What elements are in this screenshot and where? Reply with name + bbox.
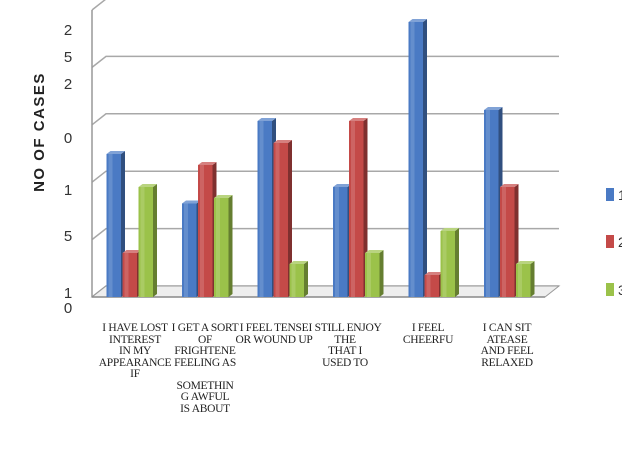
x-category-label: I HAVE LOST INTEREST IN MY APPEARANCE IF xyxy=(98,322,172,380)
bar xyxy=(408,19,427,297)
y-axis-label: NO OF CASES xyxy=(31,72,48,192)
y-tick-label: 2 xyxy=(64,76,72,93)
y-tick-label: 0 xyxy=(64,300,72,317)
bar xyxy=(440,228,459,297)
bar xyxy=(484,107,503,297)
bar xyxy=(516,261,535,297)
gridline xyxy=(91,0,106,11)
bars xyxy=(106,19,535,297)
y-tick-label: 2 xyxy=(64,22,72,39)
legend-label: 2 xyxy=(618,234,622,250)
bar xyxy=(182,200,201,297)
gridline xyxy=(91,227,559,241)
legend-swatch xyxy=(606,235,614,248)
y-tick-label: 5 xyxy=(64,228,72,245)
legend-label: 3 xyxy=(618,282,622,298)
bar xyxy=(106,151,125,297)
bar xyxy=(273,140,292,297)
legend-swatch xyxy=(606,283,614,296)
gridline xyxy=(91,113,559,126)
bar xyxy=(289,261,308,297)
x-category-label: I FEEL TENSE OR WOUND UP xyxy=(235,322,313,346)
bar xyxy=(333,184,352,297)
bar xyxy=(138,184,157,297)
x-category-label: I STILL ENJOY THE THAT I USED TO xyxy=(308,322,382,369)
x-category-label: I CAN SIT ATEASE AND FEEL RELAXED xyxy=(480,322,534,369)
y-tick-label: 1 xyxy=(64,285,72,302)
x-category-label: I FEEL CHEERFU xyxy=(402,322,454,346)
y-tick-label: 0 xyxy=(64,130,72,147)
y-tick-label: 5 xyxy=(64,49,72,66)
bar xyxy=(198,162,217,297)
bar xyxy=(122,250,141,297)
y-tick-label: 1 xyxy=(64,182,72,199)
bar xyxy=(349,118,368,297)
bar xyxy=(257,118,276,297)
bar xyxy=(214,195,233,297)
bar xyxy=(365,250,384,297)
gridline xyxy=(91,170,559,183)
legend: 1 2 3 xyxy=(606,187,622,298)
bar xyxy=(500,184,519,297)
x-category-label: I GET A SORT OF FRIGHTENE FEELING AS SOM… xyxy=(171,322,239,415)
legend-swatch xyxy=(606,188,614,201)
gridline xyxy=(91,55,559,68)
legend-label: 1 xyxy=(618,187,622,203)
bar xyxy=(424,272,443,297)
